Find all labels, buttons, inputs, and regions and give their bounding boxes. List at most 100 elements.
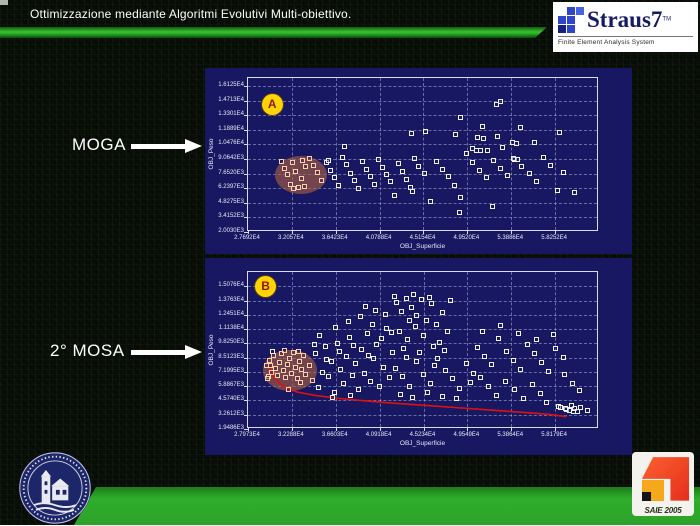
scatter-point (446, 174, 452, 180)
scatter-point (498, 99, 504, 105)
y-tick-mark (244, 286, 248, 288)
x-tick-label: 3.6423E4 (321, 235, 348, 241)
x-tick-mark (555, 230, 557, 234)
scatter-point (429, 301, 435, 307)
scatter-point (411, 292, 416, 298)
x-tick-mark (423, 427, 425, 431)
scatter-point (478, 148, 484, 154)
scatter-point (452, 182, 458, 188)
scatter-point (296, 349, 302, 355)
gridline-vertical (423, 78, 425, 230)
scatter-point (325, 374, 331, 380)
scatter-point (520, 396, 526, 401)
y-tick-label: 4.8275E3 (218, 198, 244, 205)
scatter-point (435, 355, 441, 361)
scatter-point (463, 361, 469, 367)
gridline-horizontal (248, 357, 597, 359)
scatter-point (307, 363, 313, 369)
x-tick-mark (335, 427, 337, 431)
scatter-point (453, 396, 459, 401)
scatter-point (411, 155, 417, 161)
y-tick-mark (244, 144, 248, 146)
scatter-point (362, 371, 368, 376)
scatter-point (441, 348, 447, 354)
scatter-point (403, 296, 409, 301)
corner-artifact (0, 0, 8, 5)
scatter-point (500, 145, 506, 151)
scatter-point (386, 375, 392, 381)
gridline-horizontal (248, 314, 597, 316)
gridline-vertical (555, 78, 557, 230)
scatter-point (319, 178, 325, 184)
scatter-point (540, 154, 546, 160)
scatter-point (424, 317, 430, 323)
scatter-point (281, 348, 287, 354)
x-tick-label: 5.3864E4 (497, 432, 524, 438)
scatter-point (553, 346, 559, 351)
y-tick-label: 1.0476E4 (218, 140, 244, 147)
scatter-point (285, 387, 291, 393)
scatter-point (530, 381, 535, 387)
y-tick-label: 6.2397E3 (218, 184, 244, 191)
straus7-logo: Straus7TM Finite Element Analysis System (553, 2, 698, 52)
y-tick-mark (244, 217, 248, 219)
scatter-point (403, 177, 409, 183)
scatter-point (485, 147, 491, 153)
bottom-green-band (74, 487, 700, 525)
scatter-point (490, 204, 496, 210)
scatter-point (437, 339, 443, 345)
scatter-point (434, 322, 440, 328)
scatter-point (289, 371, 294, 376)
mosa-arrow-right-icon (131, 345, 202, 359)
scatter-point (266, 357, 272, 363)
y-tick-label: 5.8867E3 (218, 382, 244, 389)
gridline-vertical (335, 78, 337, 230)
scatter-point (404, 337, 410, 343)
straus7-wordmark: Straus7TM (587, 8, 671, 32)
scatter-point (339, 154, 345, 160)
scatter-point (388, 329, 394, 335)
y-tick-mark (244, 329, 248, 331)
y-tick-mark (244, 300, 248, 302)
x-tick-mark (511, 427, 513, 431)
scatter-point (457, 210, 463, 216)
scatter-point (358, 314, 364, 320)
scatter-point (379, 164, 385, 170)
scatter-point (475, 344, 480, 350)
scatter-point (353, 361, 358, 367)
y-tick-label: 9.8250E3 (218, 339, 244, 346)
scatter-point (307, 155, 313, 161)
y-tick-label: 9.0642E3 (218, 155, 244, 162)
scatter-point (406, 317, 412, 323)
scatter-point (486, 384, 492, 389)
scatter-point (514, 141, 520, 147)
scatter-point (397, 391, 403, 397)
scatter-point (355, 185, 361, 191)
scatter-point (303, 163, 309, 169)
scatter-point (334, 340, 340, 346)
gridline-vertical (379, 272, 381, 427)
scatter-point (489, 362, 495, 368)
y-tick-mark (244, 129, 248, 131)
y-tick-mark (244, 414, 248, 416)
scatter-point (299, 366, 305, 372)
scatter-point (484, 175, 490, 181)
scatter-point (561, 372, 567, 378)
gridline-horizontal (248, 86, 597, 88)
scatter-point (526, 171, 532, 177)
scatter-point (396, 328, 402, 334)
scatter-point (359, 158, 365, 164)
y-tick-mark (244, 400, 248, 402)
scatter-point (568, 402, 574, 408)
gridline-vertical (423, 272, 425, 427)
gridline-horizontal (248, 100, 597, 102)
x-axis-title: OBJ_Superficie (399, 243, 446, 250)
scatter-point (348, 392, 353, 398)
scatter-point (370, 322, 376, 328)
scatter-point (270, 352, 276, 358)
scatter-point (505, 173, 511, 179)
scatter-point (331, 175, 337, 181)
label-mosa: 2° MOSA (50, 341, 125, 360)
scatter-point (310, 377, 316, 383)
